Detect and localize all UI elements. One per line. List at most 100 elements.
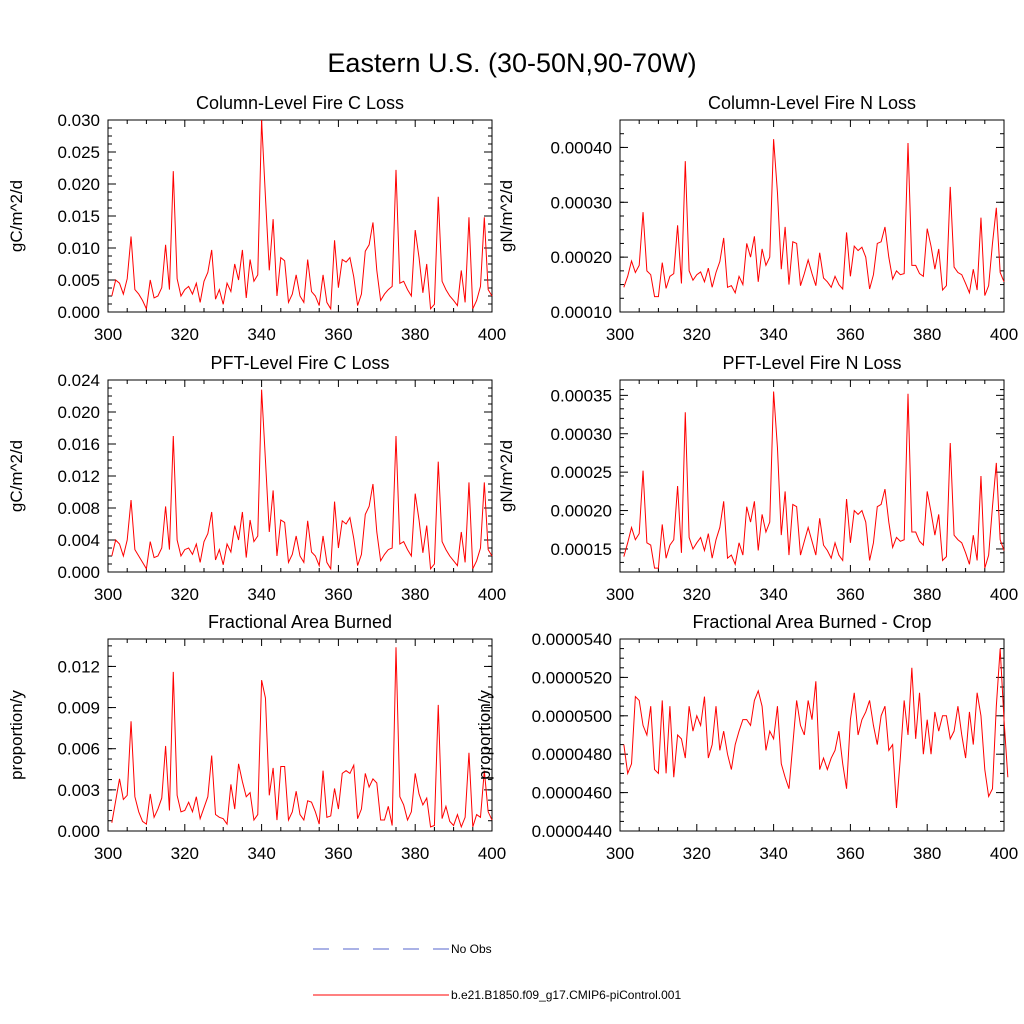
y-tick-label: 0.000	[57, 303, 100, 322]
x-tick-label: 400	[990, 844, 1018, 863]
x-tick-label: 380	[401, 844, 429, 863]
x-tick-label: 340	[247, 844, 275, 863]
x-tick-label: 300	[94, 844, 122, 863]
series-line	[623, 648, 1009, 808]
series-line	[111, 389, 493, 571]
chart-panel-1: 300 320 340 360 380 400 0.000 0.005 0.010 0.015 0.…	[7, 93, 506, 344]
y-axis-label: gN/m^2/d	[497, 180, 516, 252]
x-tick-label: 360	[324, 844, 352, 863]
x-tick-label: 320	[171, 325, 199, 344]
y-tick-label: 0.012	[57, 467, 100, 486]
y-tick-label: 0.00025	[551, 463, 612, 482]
y-tick-label: 0.020	[57, 403, 100, 422]
y-tick-label: 0.00030	[551, 193, 612, 212]
x-tick-label: 320	[683, 585, 711, 604]
y-tick-label: 0.003	[57, 781, 100, 800]
panel-title: Column-Level Fire N Loss	[708, 93, 916, 113]
y-tick-label: 0.0000520	[532, 668, 612, 687]
y-tick-label: 0.0000440	[532, 822, 612, 841]
panel-title: Column-Level Fire C Loss	[196, 93, 404, 113]
x-tick-label: 380	[913, 325, 941, 344]
x-tick-label: 300	[606, 844, 634, 863]
chart-panel-3: 300 320 340 360 380 400 0.000 0.004 0.008 0.012 0.…	[7, 353, 506, 604]
x-tick-label: 400	[990, 325, 1018, 344]
x-tick-label: 360	[324, 585, 352, 604]
y-tick-label: 0.012	[57, 657, 100, 676]
plot-frame	[107, 638, 493, 832]
x-tick-label: 320	[683, 844, 711, 863]
y-tick-label: 0.025	[57, 143, 100, 162]
x-tick-label: 320	[683, 325, 711, 344]
panel-title: Fractional Area Burned	[208, 612, 392, 632]
y-tick-label: 0.000	[57, 822, 100, 841]
y-axis-label: gC/m^2/d	[7, 180, 26, 252]
y-tick-label: 0.024	[57, 371, 100, 390]
plot-frame	[107, 379, 493, 573]
x-tick-label: 400	[990, 585, 1018, 604]
x-tick-label: 340	[759, 585, 787, 604]
legend-label-no-obs: No Obs	[451, 942, 492, 956]
x-tick-label: 360	[836, 585, 864, 604]
y-tick-label: 0.030	[57, 111, 100, 130]
x-tick-label: 340	[759, 325, 787, 344]
x-tick-label: 340	[247, 325, 275, 344]
y-axis-label: proportion/y	[475, 690, 494, 780]
x-tick-label: 340	[759, 844, 787, 863]
y-tick-label: 0.00020	[551, 248, 612, 267]
series-line	[623, 139, 1005, 298]
y-tick-label: 0.015	[57, 207, 100, 226]
legend: No Obs b.e21.B1850.f09_g17.CMIP6-piContr…	[313, 942, 681, 1002]
y-tick-label: 0.00030	[551, 425, 612, 444]
chart-panels: 300 320 340 360 380 400 0.000 0.005 0.010 0.015 0.…	[7, 93, 1018, 863]
x-tick-label: 360	[324, 325, 352, 344]
y-axis-label: gC/m^2/d	[7, 440, 26, 512]
x-tick-label: 400	[478, 585, 506, 604]
x-tick-label: 380	[913, 585, 941, 604]
x-tick-label: 340	[247, 585, 275, 604]
y-tick-label: 0.010	[57, 239, 100, 258]
y-tick-label: 0.00040	[551, 138, 612, 157]
y-tick-label: 0.00015	[551, 540, 612, 559]
chart-panel-2: 300 320 340 360 380 400 0.00010 0.00020 0.00030 0…	[497, 93, 1018, 344]
x-tick-label: 380	[401, 585, 429, 604]
panel-title: Fractional Area Burned - Crop	[692, 612, 931, 632]
y-tick-label: 0.0000540	[532, 630, 612, 649]
x-tick-label: 360	[836, 325, 864, 344]
figure-title: Eastern U.S. (30-50N,90-70W)	[327, 48, 696, 78]
x-tick-label: 300	[94, 585, 122, 604]
y-tick-label: 0.005	[57, 271, 100, 290]
y-axis-label: proportion/y	[7, 690, 26, 780]
y-tick-label: 0.020	[57, 175, 100, 194]
x-tick-label: 380	[401, 325, 429, 344]
plot-frame	[107, 119, 493, 313]
series-line	[111, 119, 493, 311]
y-axis-label: gN/m^2/d	[497, 440, 516, 512]
y-tick-label: 0.0000480	[532, 745, 612, 764]
x-tick-label: 300	[606, 585, 634, 604]
x-tick-label: 400	[478, 325, 506, 344]
x-tick-label: 400	[478, 844, 506, 863]
series-line	[111, 647, 493, 829]
y-tick-label: 0.0000460	[532, 784, 612, 803]
y-tick-label: 0.016	[57, 435, 100, 454]
chart-panel-5: 300 320 340 360 380 400 0.000 0.003 0.006 0.009 0.…	[7, 612, 506, 863]
x-tick-label: 320	[171, 844, 199, 863]
legend-label-model: b.e21.B1850.f09_g17.CMIP6-piControl.001	[451, 988, 681, 1002]
x-tick-label: 380	[913, 844, 941, 863]
y-tick-label: 0.004	[57, 531, 100, 550]
x-tick-label: 320	[171, 585, 199, 604]
panel-title: PFT-Level Fire C Loss	[210, 353, 389, 373]
series-line	[623, 391, 1005, 569]
y-tick-label: 0.00035	[551, 386, 612, 405]
y-tick-label: 0.006	[57, 740, 100, 759]
y-tick-label: 0.00020	[551, 502, 612, 521]
y-tick-label: 0.009	[57, 699, 100, 718]
y-tick-label: 0.000	[57, 563, 100, 582]
y-tick-label: 0.0000500	[532, 707, 612, 726]
chart-panel-6: 300 320 340 360 380 400 0.0000440 0.0000460 0.00…	[475, 612, 1018, 863]
y-tick-label: 0.00010	[551, 303, 612, 322]
chart-panel-4: 300 320 340 360 380 400 0.00015 0.00020 0.00025 0…	[497, 353, 1018, 604]
y-tick-label: 0.008	[57, 499, 100, 518]
x-tick-label: 360	[836, 844, 864, 863]
